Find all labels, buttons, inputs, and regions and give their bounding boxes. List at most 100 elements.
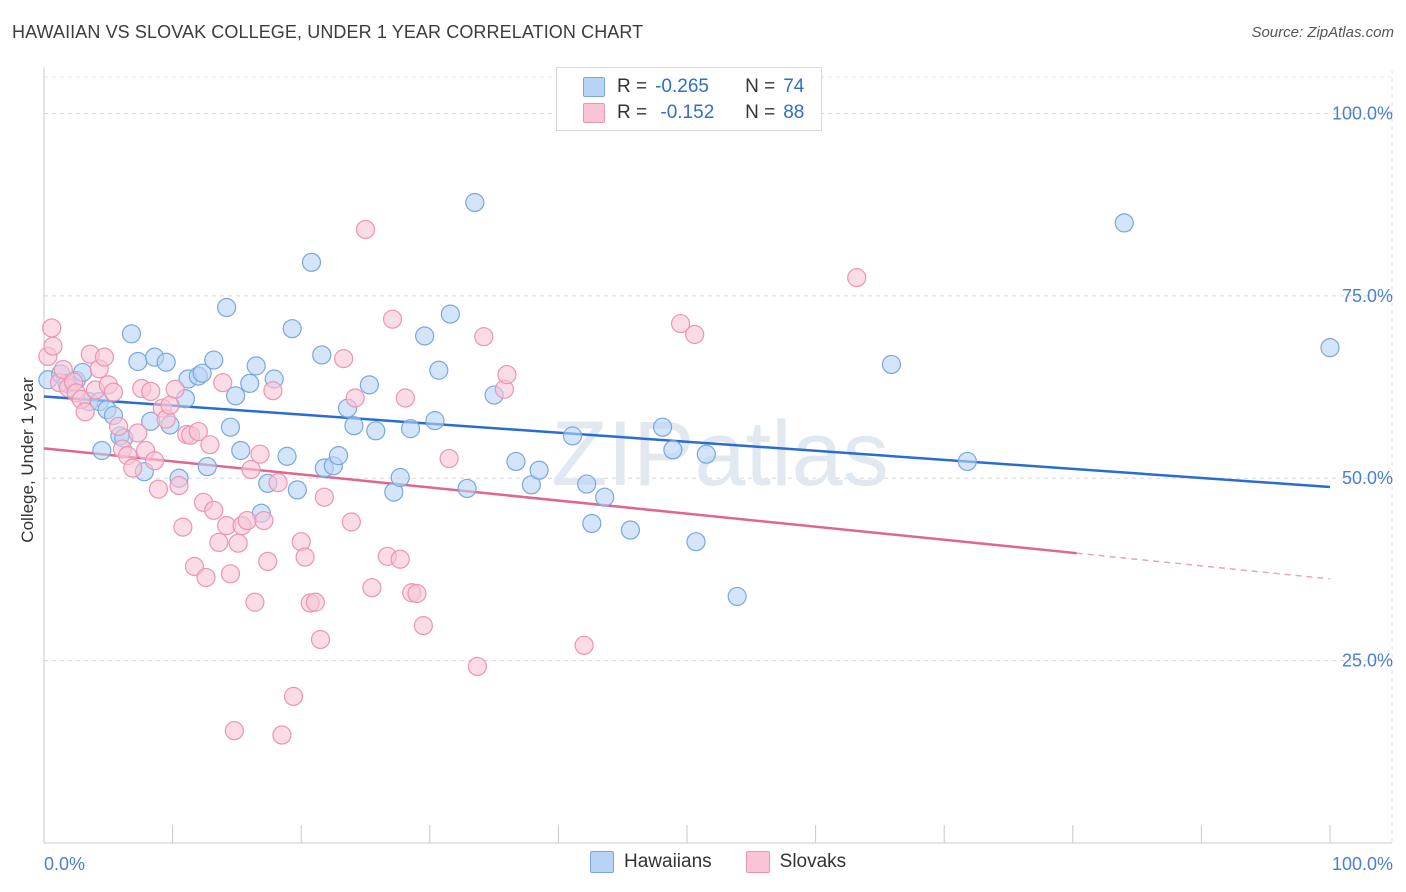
slovak-point (245, 592, 265, 612)
hawaiians-trend-line (43, 395, 1331, 489)
hawaiian-point (595, 487, 615, 507)
hawaiian-point (328, 446, 349, 466)
slovak-point (407, 583, 427, 604)
hawaiians-n-label: N = (745, 76, 776, 97)
hawaiians-r-label: R = (617, 76, 648, 97)
slovak-point (362, 578, 382, 598)
hawaiians-swatch (583, 77, 605, 97)
hawaiian-point (686, 532, 706, 552)
y-tick-label: 50.0% (1342, 468, 1393, 488)
hawaiian-point (217, 297, 237, 318)
hawaiian-point (282, 319, 302, 339)
slovak-point (497, 365, 517, 385)
slovak-point (574, 635, 594, 655)
hawaiian-point (312, 345, 332, 365)
legend-item-hawaiians[interactable]: Hawaiians (590, 851, 712, 873)
slovak-point (42, 318, 62, 338)
slovak-point (345, 388, 365, 408)
hawaiian-point (620, 520, 641, 540)
slovak-point (237, 510, 257, 531)
hawaiian-point (128, 351, 148, 372)
slovak-point (390, 549, 410, 569)
hawaiian-point (425, 411, 445, 431)
y-tick-label: 75.0% (1342, 286, 1393, 306)
slovak-point (670, 313, 691, 334)
slovak-point (228, 533, 248, 553)
slovak-point (258, 551, 278, 572)
legend-item-slovaks[interactable]: Slovaks (745, 851, 846, 873)
legend-row-hawaiians: R = -0.265 N = 74 (583, 75, 804, 99)
hawaiian-point (156, 352, 176, 372)
hawaiian-point (192, 363, 212, 383)
slovak-point (204, 500, 224, 520)
hawaiian-point (121, 324, 142, 344)
hawaiian-point (727, 586, 747, 607)
hawaiian-point (957, 451, 977, 472)
slovak-point (241, 459, 261, 480)
hawaiian-point (301, 252, 322, 272)
hawaiians-n-value: 74 (783, 76, 805, 97)
hawaiian-point (577, 474, 597, 494)
hawaiian-point (197, 456, 217, 477)
slovak-point (263, 381, 283, 401)
legend-row-slovaks: R = -0.152 N = 88 (583, 101, 804, 125)
slovak-point (254, 510, 274, 531)
slovak-point (53, 359, 73, 380)
slovak-point (283, 686, 304, 706)
slovak-point (395, 388, 415, 408)
watermark: ZIPatlas (551, 403, 888, 505)
hawaiian-point (582, 513, 602, 534)
slovak-point (213, 373, 233, 393)
slovak-point (196, 567, 216, 588)
slovak-point (43, 336, 63, 356)
slovak-point (128, 423, 148, 443)
slovak-point (268, 473, 288, 493)
slovak-point (103, 382, 124, 402)
hawaiian-point (457, 478, 477, 499)
slovak-point (144, 451, 165, 471)
slovak-point (94, 347, 115, 367)
slovak-point (209, 532, 229, 553)
hawaiian-point (400, 419, 421, 439)
slovak-point (272, 725, 292, 745)
hawaiian-point (415, 326, 435, 346)
hawaiian-point (246, 356, 266, 376)
slovak-point (310, 629, 331, 650)
slovak-point (334, 348, 354, 369)
slovak-point (305, 592, 325, 612)
slovaks-legend-swatch (745, 851, 770, 873)
slovak-point (224, 721, 244, 741)
x-tick-label: 0.0% (44, 854, 85, 874)
hawaiian-point (287, 480, 307, 500)
hawaiian-point (663, 440, 683, 460)
hawaiian-point (1114, 213, 1134, 233)
hawaiian-point (696, 444, 716, 464)
hawaiian-point (277, 446, 297, 466)
slovak-point (467, 656, 487, 677)
slovak-point (188, 421, 208, 442)
hawaiian-point (652, 417, 673, 437)
y-tick-label: 25.0% (1342, 651, 1393, 671)
chart-title: HAWAIIAN VS SLOVAK COLLEGE, UNDER 1 YEAR… (12, 22, 644, 42)
slovak-point (165, 379, 185, 399)
hawaiian-point (344, 416, 364, 436)
slovak-point (75, 402, 95, 422)
hawaiian-point (240, 373, 260, 393)
hawaiian-point (506, 451, 526, 472)
hawaiian-point (390, 467, 410, 488)
slovak-point (250, 444, 270, 464)
slovak-point (341, 512, 361, 532)
hawaiian-point (440, 304, 460, 324)
hawaiians-r-value: -0.265 (655, 76, 709, 97)
hawaiian-point (220, 417, 241, 437)
x-tick-label: 100.0% (1332, 854, 1393, 874)
hawaiian-point (366, 421, 386, 441)
slovak-point (382, 309, 403, 329)
hawaiian-point (562, 426, 583, 446)
labels-layer: 25.0% 50.0% 75.0% 100.0% 0.0% 100.0% College, … (18, 103, 1393, 874)
slovak-point (685, 324, 705, 345)
axes-layer (43, 67, 1392, 844)
slovak-point (314, 487, 334, 507)
series-legend: Hawaiians Slovaks (590, 851, 880, 873)
